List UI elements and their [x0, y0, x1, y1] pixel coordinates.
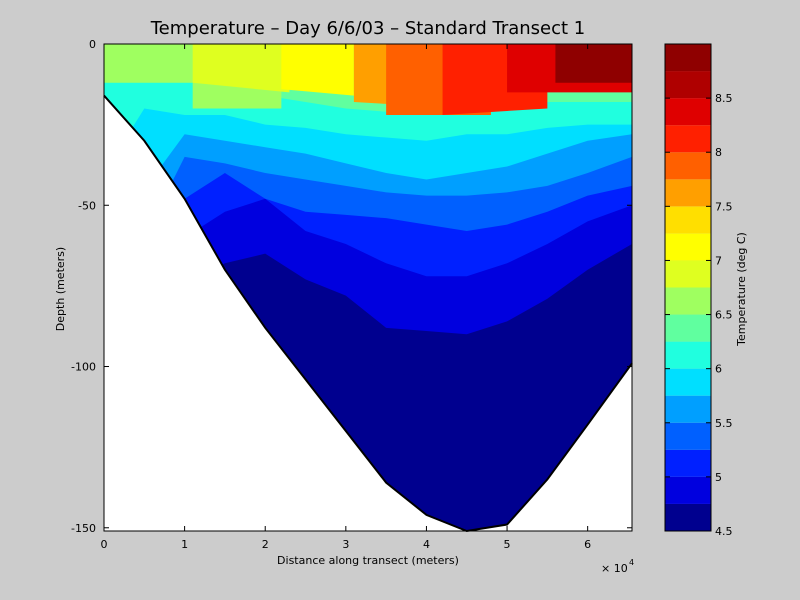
x-tick-label: 3 — [342, 538, 349, 551]
colorbar-swatch — [665, 287, 711, 315]
x-axis-label: Distance along transect (meters) — [277, 554, 459, 567]
y-axis: 0 -50 -100 -150 — [71, 38, 632, 535]
colorbar-swatch — [665, 125, 711, 153]
x-multiplier: × 10 4 — [601, 558, 634, 575]
colorbar-swatch — [665, 152, 711, 180]
colorbar-swatch — [665, 233, 711, 261]
colorbar-tick-label: 6.5 — [715, 309, 733, 322]
colorbar-swatch — [665, 476, 711, 504]
x-tick-label: 4 — [423, 538, 430, 551]
temperature-field — [104, 44, 632, 531]
y-tick-label: -150 — [71, 522, 96, 535]
x-axis: 0 1 2 3 4 5 6 — [101, 44, 591, 551]
x-tick-label: 1 — [181, 538, 188, 551]
seabed-fill — [104, 95, 632, 531]
colorbar-swatch — [665, 422, 711, 450]
colorbar-swatch — [665, 314, 711, 342]
colorbar-swatch — [665, 449, 711, 477]
x-tick-label: 0 — [101, 538, 108, 551]
colorbar-tick-label: 5 — [715, 471, 722, 484]
colorbar-frame — [664, 43, 712, 532]
y-tick-label: -100 — [71, 361, 96, 374]
chart-title: Temperature – Day 6/6/03 – Standard Tran… — [150, 18, 586, 39]
y-tick-label: 0 — [89, 38, 96, 51]
surface-contour-band — [555, 44, 632, 83]
colorbar-label: Temperature (deg C) — [735, 232, 748, 347]
surface-contour-band — [192, 44, 290, 93]
y-tick-label: -50 — [78, 199, 96, 212]
colorbar-swatch — [665, 341, 711, 369]
x-tick-label: 5 — [504, 538, 511, 551]
colorbar-swatch — [665, 206, 711, 234]
plot-area — [103, 43, 633, 533]
colorbar-swatch — [665, 368, 711, 396]
colorbar-swatch — [665, 260, 711, 288]
plot-frame — [103, 43, 633, 532]
colorbar-swatch — [665, 71, 711, 99]
colorbar-tick-label: 4.5 — [715, 525, 733, 538]
y-axis-label: Depth (meters) — [54, 247, 67, 331]
colorbar-swatch — [665, 395, 711, 423]
x-tick-label: 2 — [262, 538, 269, 551]
colorbar-tick-label: 7.5 — [715, 200, 733, 213]
colorbar-tick-label: 7 — [715, 254, 722, 267]
bathymetry-line — [103, 94, 633, 533]
colorbar-tick-label: 8.5 — [715, 92, 733, 105]
colorbar: 4.5 5 5.5 6 6.5 7 7.5 8 8.5 — [664, 43, 733, 538]
colorbar-swatch — [665, 98, 711, 126]
x-tick-label: 6 — [584, 538, 591, 551]
colorbar-tick-label: 5.5 — [715, 417, 733, 430]
colorbar-tick-label: 8 — [715, 146, 722, 159]
surface-contour-band — [281, 44, 354, 96]
x-multiplier-base: × 10 — [601, 562, 628, 575]
colorbar-swatch — [665, 503, 711, 531]
colorbar-swatch — [665, 44, 711, 72]
x-multiplier-exponent: 4 — [629, 558, 634, 567]
colorbar-swatch — [665, 179, 711, 207]
colorbar-tick-label: 6 — [715, 363, 722, 376]
